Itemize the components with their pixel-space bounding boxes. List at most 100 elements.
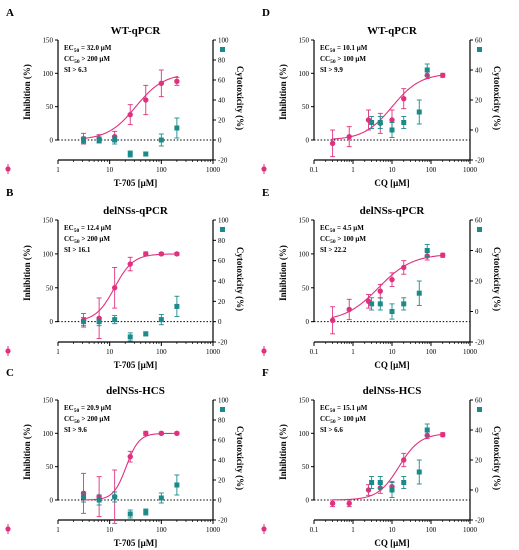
inhibition-point [389, 117, 395, 123]
x-axis-label: CQ [μM] [374, 538, 409, 548]
y-axis-label: Inhibition (%) [22, 245, 32, 301]
y2-tick-label: 0 [475, 127, 479, 135]
y-tick-label: 100 [299, 250, 310, 258]
y-tick-label: 50 [302, 103, 310, 111]
annotation-line: CC50 > 200 μM [64, 55, 110, 65]
cytotoxicity-point [96, 137, 102, 143]
cytotoxicity-point [112, 494, 118, 500]
annotation-line: EC50 = 15.1 μM [320, 404, 368, 414]
x-tick-label: 1 [351, 166, 355, 174]
y-tick-label: 150 [299, 397, 310, 405]
y-tick-label: 100 [43, 70, 54, 78]
inhibition-point [346, 133, 352, 140]
inhibition-point [111, 285, 118, 291]
fit-curve [331, 74, 444, 140]
panel-title: WT-qPCR [367, 25, 418, 37]
cytotoxicity-point [143, 331, 149, 337]
y2-tick-label: 40 [475, 247, 483, 255]
x-tick-label: 1000 [463, 348, 478, 356]
annotation-line: EC50 = 4.5 μM [320, 224, 364, 234]
cytotoxicity-point [174, 303, 180, 309]
inhibition-point [346, 500, 352, 507]
y2-tick-label: 0 [218, 497, 222, 505]
panel-title: delNSs-HCS [363, 385, 422, 397]
y2-tick-label: 60 [218, 257, 226, 265]
x-tick-label: 1 [56, 526, 60, 534]
cytotoxicity-point [143, 509, 149, 515]
cytotoxicity-point [416, 109, 422, 115]
panel-letter: A [6, 7, 14, 19]
inhibition-point [174, 430, 180, 437]
y2-tick-label: 20 [475, 278, 483, 286]
cytotoxicity-point [401, 301, 407, 307]
y-tick-label: 100 [43, 430, 54, 438]
y2-tick-label: 80 [218, 57, 226, 65]
cytotoxicity-point [112, 317, 118, 323]
inhibition-point [329, 500, 336, 507]
cytotoxicity-point [127, 151, 133, 157]
y2-tick-label: 60 [218, 437, 226, 445]
y-tick-label: 50 [302, 284, 310, 292]
cytotoxicity-point [377, 120, 383, 125]
y-tick-label: 0 [50, 137, 54, 145]
cytotoxicity-point [112, 137, 118, 143]
y2-tick-label: 40 [475, 67, 483, 75]
cytotoxicity-point [143, 151, 149, 157]
inhibition-point [143, 251, 149, 257]
panel-letter: E [262, 187, 269, 199]
fit-curve [82, 432, 178, 501]
x-tick-label: 10 [106, 526, 114, 534]
inhibition-point [346, 306, 352, 313]
inhibition-point [440, 252, 446, 258]
y2-tick-label: -20 [218, 339, 228, 347]
annotation-line: EC50 = 20.9 μM [64, 404, 112, 414]
legend-cytotoxicity-marker [220, 227, 225, 232]
annotation-line: EC50 = 12.4 μM [64, 224, 112, 234]
x-tick-label: 1000 [206, 526, 221, 534]
x-tick-label: 100 [426, 526, 437, 534]
annotation-line: SI > 6.3 [64, 66, 87, 74]
annotation-line: CC50 > 100 μM [320, 55, 366, 65]
annotation-line: SI > 16.1 [64, 246, 91, 254]
x-tick-label: 100 [426, 166, 437, 174]
x-tick-label: 0.1 [310, 526, 319, 534]
y-axis-label: Inhibition (%) [22, 424, 32, 480]
y-tick-label: 150 [43, 397, 54, 405]
annotation-line: CC50 > 100 μM [320, 415, 366, 425]
x-tick-label: 100 [156, 166, 167, 174]
cytotoxicity-point [369, 301, 375, 307]
y2-tick-label: 100 [218, 37, 229, 45]
y2-tick-label: 40 [475, 427, 483, 435]
inhibition-point [143, 430, 149, 437]
y-tick-label: 0 [50, 497, 54, 505]
cytotoxicity-point [158, 495, 164, 501]
panel-a: A WT-qPCR 0 50 100 150 -20 0 20 40 60 80 100 1 10 100 10… [5, 7, 245, 188]
annotation-line: EC50 = 10.1 μM [320, 44, 368, 54]
y-tick-label: 150 [43, 37, 54, 45]
y-tick-label: 100 [299, 430, 310, 438]
y-tick-label: 150 [299, 217, 310, 225]
inhibition-point [401, 95, 407, 102]
panel-letter: D [262, 7, 270, 19]
inhibition-point [127, 261, 133, 267]
y-tick-label: 0 [50, 318, 54, 326]
y-tick-label: 0 [306, 137, 310, 145]
cytotoxicity-point [401, 480, 407, 485]
cytotoxicity-point [158, 137, 164, 143]
annotation-line: SI > 9.9 [320, 66, 343, 74]
y2-tick-label: -20 [475, 339, 485, 347]
legend-cytotoxicity-marker [477, 47, 482, 52]
y-tick-label: 0 [306, 497, 310, 505]
inhibition-point [158, 251, 165, 257]
panel-letter: F [262, 367, 269, 379]
cytotoxicity-point [424, 67, 430, 73]
cytotoxicity-point [127, 334, 133, 340]
inhibition-point [143, 97, 149, 103]
y-tick-label: 150 [299, 37, 310, 45]
y2-tick-label: -20 [475, 157, 485, 165]
x-axis-label: T-705 [μM] [114, 538, 158, 548]
legend-cytotoxicity-marker [477, 227, 482, 232]
